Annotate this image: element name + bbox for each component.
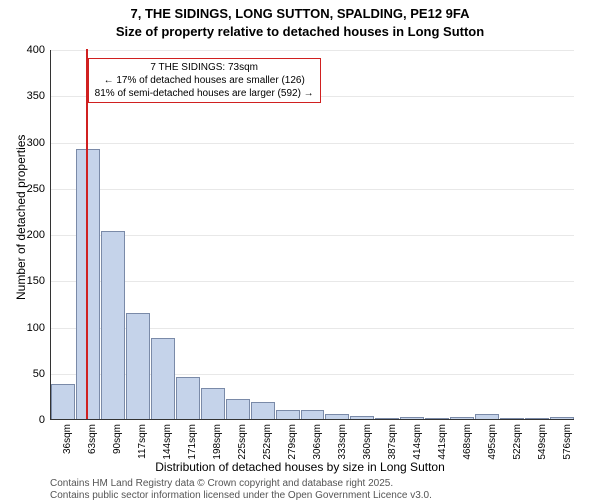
xtick-label: 171sqm <box>187 424 198 472</box>
xtick-label: 90sqm <box>112 424 123 472</box>
annotation-line: 81% of semi-detached houses are larger (… <box>95 87 314 100</box>
xtick-label: 576sqm <box>562 424 573 472</box>
histogram-bar <box>126 313 150 419</box>
chart-area: 7 THE SIDINGS: 73sqm← 17% of detached ho… <box>50 50 574 420</box>
histogram-bar <box>51 384 75 419</box>
xtick-label: 360sqm <box>362 424 373 472</box>
histogram-bar <box>226 399 250 419</box>
histogram-bar <box>525 418 549 419</box>
histogram-bar <box>350 416 374 419</box>
histogram-bar <box>276 410 300 419</box>
annotation-line: ← 17% of detached houses are smaller (12… <box>95 74 314 87</box>
ytick-label: 100 <box>27 322 45 334</box>
histogram-bar <box>151 338 175 419</box>
ytick-label: 300 <box>27 137 45 149</box>
histogram-bar <box>101 231 125 419</box>
gridline <box>51 50 574 51</box>
histogram-bar <box>251 402 275 419</box>
xtick-label: 495sqm <box>487 424 498 472</box>
ytick-label: 150 <box>27 275 45 287</box>
histogram-bar <box>325 414 349 419</box>
xtick-label: 63sqm <box>87 424 98 472</box>
histogram-bar <box>400 417 424 419</box>
xtick-label: 279sqm <box>287 424 298 472</box>
footer-line-1: Contains HM Land Registry data © Crown c… <box>50 478 393 489</box>
histogram-bar <box>450 417 474 419</box>
chart-title-2: Size of property relative to detached ho… <box>0 24 600 39</box>
xtick-label: 387sqm <box>387 424 398 472</box>
histogram-bar <box>425 418 449 419</box>
xtick-label: 36sqm <box>62 424 73 472</box>
chart-title-1: 7, THE SIDINGS, LONG SUTTON, SPALDING, P… <box>0 6 600 21</box>
xtick-label: 522sqm <box>512 424 523 472</box>
xtick-label: 252sqm <box>262 424 273 472</box>
xtick-label: 144sqm <box>162 424 173 472</box>
gridline <box>51 281 574 282</box>
xtick-label: 306sqm <box>312 424 323 472</box>
xtick-label: 414sqm <box>412 424 423 472</box>
histogram-bar <box>475 414 499 419</box>
annotation-line: 7 THE SIDINGS: 73sqm <box>95 61 314 74</box>
gridline <box>51 189 574 190</box>
ytick-label: 250 <box>27 183 45 195</box>
gridline <box>51 235 574 236</box>
gridline <box>51 143 574 144</box>
ytick-label: 0 <box>39 414 45 426</box>
histogram-bar <box>375 418 399 419</box>
xtick-label: 117sqm <box>137 424 148 472</box>
ytick-label: 400 <box>27 44 45 56</box>
ytick-label: 200 <box>27 229 45 241</box>
xtick-label: 333sqm <box>337 424 348 472</box>
histogram-bar <box>176 377 200 419</box>
xtick-label: 441sqm <box>437 424 448 472</box>
xtick-label: 549sqm <box>537 424 548 472</box>
xtick-label: 468sqm <box>462 424 473 472</box>
ytick-label: 50 <box>33 368 45 380</box>
xtick-label: 225sqm <box>237 424 248 472</box>
ytick-label: 350 <box>27 90 45 102</box>
histogram-bar <box>301 410 325 419</box>
histogram-bar <box>76 149 100 419</box>
histogram-bar <box>550 417 574 419</box>
marker-line <box>86 49 88 419</box>
histogram-bar <box>201 388 225 419</box>
xtick-label: 198sqm <box>212 424 223 472</box>
annotation-box: 7 THE SIDINGS: 73sqm← 17% of detached ho… <box>88 58 321 103</box>
plot-area: 7 THE SIDINGS: 73sqm← 17% of detached ho… <box>50 50 574 420</box>
footer-line-2: Contains public sector information licen… <box>50 490 432 501</box>
histogram-bar <box>500 418 524 419</box>
